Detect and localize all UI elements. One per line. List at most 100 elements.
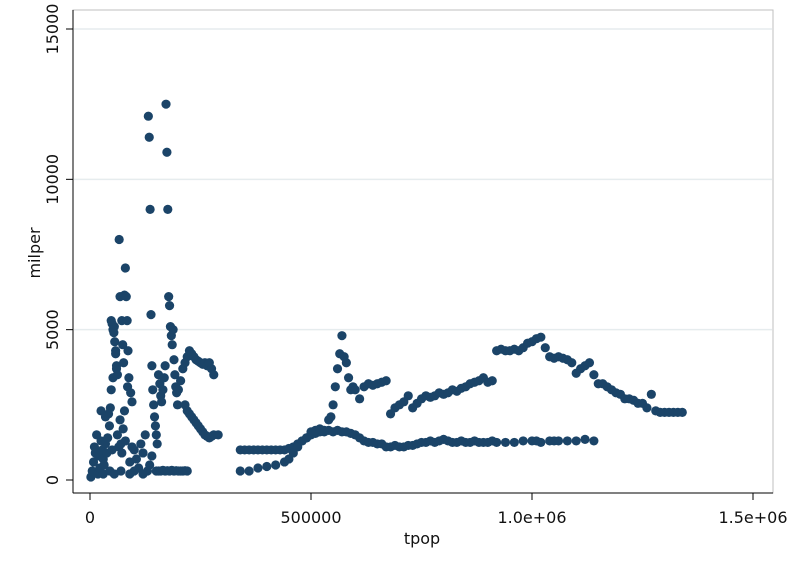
data-point: [149, 412, 160, 422]
data-point: [540, 343, 550, 353]
data-point: [213, 430, 223, 440]
data-point: [118, 358, 129, 368]
data-point: [332, 364, 343, 374]
data-point: [159, 373, 169, 383]
data-point: [144, 132, 154, 142]
data-point: [173, 385, 183, 395]
data-point: [129, 445, 139, 455]
data-point: [129, 466, 139, 476]
data-point: [355, 394, 365, 404]
data-point: [160, 361, 170, 371]
data-point: [118, 340, 128, 350]
data-point: [138, 448, 148, 458]
data-point: [112, 430, 123, 440]
data-point: [642, 403, 652, 413]
data-point: [158, 385, 168, 395]
data-point: [88, 457, 99, 467]
data-point: [147, 451, 157, 461]
data-point: [126, 388, 136, 398]
data-point: [677, 407, 687, 417]
data-point: [109, 328, 119, 338]
x-axis-title: tpop: [404, 529, 440, 548]
data-point: [319, 425, 329, 435]
data-point: [168, 325, 178, 335]
y-tick-label: 15000: [43, 4, 62, 55]
data-point: [100, 412, 111, 422]
data-point: [143, 111, 153, 121]
data-point: [112, 370, 123, 380]
data-point: [138, 469, 148, 479]
data-point: [124, 373, 134, 383]
y-axis-title: milper: [25, 227, 44, 278]
data-point: [536, 437, 546, 448]
data-point: [103, 433, 113, 443]
data-point: [105, 403, 115, 413]
data-point: [120, 263, 130, 273]
data-point: [149, 400, 159, 410]
data-point: [120, 436, 130, 446]
data-point: [381, 376, 391, 386]
data-point: [169, 355, 179, 365]
data-point: [209, 370, 219, 380]
data-point: [111, 349, 121, 359]
data-point: [330, 382, 340, 392]
data-point: [492, 437, 502, 448]
data-point: [161, 99, 171, 109]
data-point: [110, 337, 120, 347]
gridlines: [74, 28, 772, 331]
data-point: [104, 421, 115, 431]
data-point: [99, 460, 109, 470]
data-point: [147, 361, 157, 371]
data-point: [145, 460, 155, 470]
data-point: [341, 358, 351, 368]
x-tick-label: 0: [85, 508, 95, 527]
data-point: [140, 430, 150, 440]
data-point: [121, 291, 131, 302]
data-point: [148, 385, 158, 395]
data-point: [518, 436, 528, 446]
data-point: [164, 301, 175, 311]
data-point: [146, 310, 156, 320]
data-point: [116, 466, 126, 476]
data-point: [584, 358, 595, 368]
data-point: [562, 436, 572, 446]
data-point: [164, 291, 174, 302]
data-point: [509, 437, 519, 448]
data-point: [118, 424, 128, 434]
data-point: [136, 439, 146, 449]
data-point: [131, 454, 142, 464]
data-point: [536, 332, 546, 342]
data-point: [172, 400, 183, 410]
data-point: [123, 346, 133, 356]
data-point: [182, 466, 192, 476]
data-point: [235, 466, 245, 476]
data-point: [162, 147, 172, 157]
data-point: [157, 397, 167, 407]
data-point: [127, 397, 137, 407]
data-point: [150, 421, 161, 431]
data-point: [571, 436, 581, 446]
data-point: [403, 391, 413, 401]
data-point: [119, 406, 130, 416]
data-point: [163, 204, 173, 214]
data-point: [151, 430, 161, 440]
data-point: [145, 204, 155, 214]
data-point: [115, 415, 125, 425]
data-point: [500, 437, 511, 448]
data-point: [343, 373, 354, 383]
data-points: [86, 99, 687, 482]
data-point: [176, 376, 186, 386]
data-point: [262, 461, 272, 472]
data-point: [152, 439, 162, 449]
data-point: [117, 448, 127, 458]
data-point: [111, 361, 122, 371]
data-point: [580, 434, 590, 445]
data-point: [244, 466, 254, 476]
data-point: [487, 376, 497, 386]
plot-area: [72, 9, 774, 494]
data-point: [337, 331, 347, 341]
data-point: [328, 400, 338, 410]
data-point: [271, 460, 281, 470]
y-axis-ticks: 0 5000 10000 15000: [43, 4, 73, 485]
